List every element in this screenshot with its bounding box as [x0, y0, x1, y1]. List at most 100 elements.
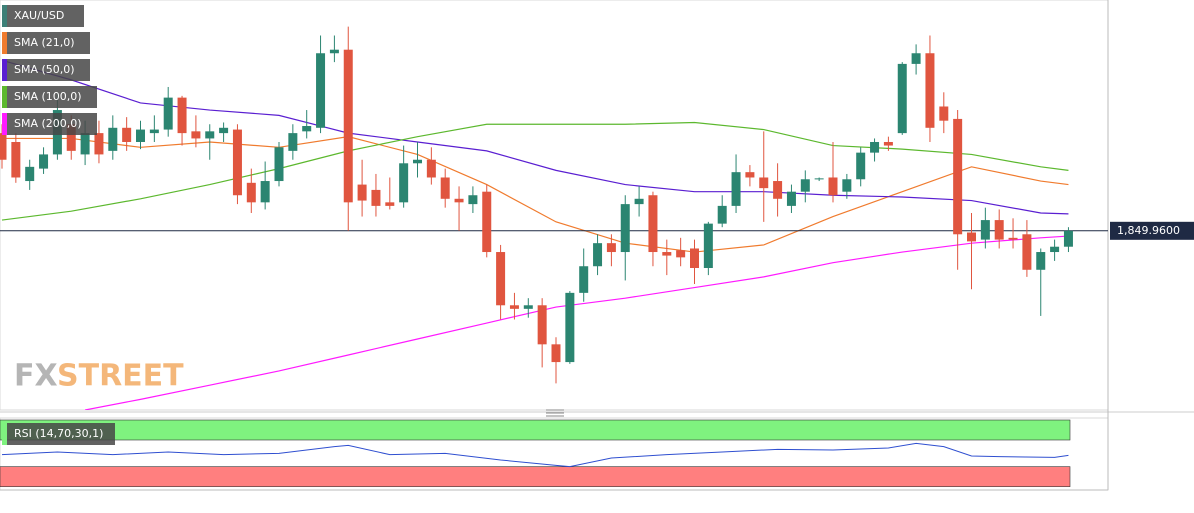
- candle-body: [496, 252, 506, 306]
- candle-body: [523, 305, 533, 309]
- candle-body: [842, 179, 852, 192]
- candle-body: [897, 63, 907, 134]
- legend-box[interactable]: [2, 59, 90, 81]
- legend-swatch: [2, 32, 7, 54]
- legend-swatch: [2, 86, 7, 108]
- candle-body: [537, 305, 547, 345]
- candle-body: [440, 177, 450, 199]
- candle-body: [911, 53, 921, 64]
- candle-body: [246, 182, 256, 203]
- candle-body: [191, 131, 201, 139]
- last-price-label: 1,849.9600: [1117, 224, 1180, 237]
- candle-body: [0, 133, 7, 160]
- sma-line: [1, 121, 1069, 221]
- candle-body: [579, 266, 589, 293]
- candle-body: [274, 147, 284, 182]
- legend-box[interactable]: [2, 113, 97, 135]
- rsi-band: [0, 466, 1071, 487]
- candle-body: [288, 133, 298, 151]
- legend-label: XAU/USD: [14, 9, 64, 22]
- candle-body: [703, 223, 713, 269]
- candle-body: [66, 124, 76, 151]
- candle-body: [939, 106, 949, 121]
- price-panel: [0, 0, 1109, 411]
- candle-body: [343, 49, 353, 203]
- candle-body: [1050, 246, 1060, 253]
- watermark-fx: FX: [14, 359, 58, 394]
- candle-body: [205, 131, 215, 139]
- legend-label: SMA (100,0): [14, 90, 82, 103]
- candle-body: [80, 133, 90, 155]
- candle-body: [773, 181, 783, 199]
- candle-body: [329, 49, 339, 54]
- candle-body: [814, 178, 824, 180]
- legend-box[interactable]: [2, 5, 84, 27]
- candle-body: [509, 305, 519, 309]
- candle-body: [1036, 252, 1046, 270]
- candle-body: [870, 141, 880, 153]
- watermark-street: STREET: [57, 359, 184, 394]
- candle-body: [1063, 230, 1073, 247]
- candle-body: [662, 252, 672, 256]
- candle-body: [468, 195, 478, 205]
- candle-body: [177, 97, 187, 134]
- candle-body: [967, 232, 976, 242]
- legend-box[interactable]: [2, 32, 90, 54]
- candle-body: [731, 172, 741, 206]
- candle-body: [163, 97, 173, 130]
- candle-body: [800, 179, 810, 192]
- candle-body: [648, 195, 658, 253]
- candle-body: [302, 126, 312, 132]
- candle-body: [745, 172, 755, 178]
- candle-body: [399, 163, 409, 203]
- candle-body: [565, 292, 575, 363]
- legend-label: RSI (14,70,30,1): [14, 427, 103, 440]
- candle-body: [676, 250, 686, 258]
- candle-body: [371, 189, 381, 206]
- candle-body: [122, 127, 132, 142]
- rsi-band: [0, 419, 1071, 441]
- candle-body: [149, 129, 159, 134]
- candle-body: [108, 127, 118, 151]
- candle-body: [454, 198, 464, 203]
- rsi-line: [1, 442, 1069, 468]
- legend-swatch: [2, 59, 7, 81]
- candle-body: [25, 166, 35, 182]
- divider-handle[interactable]: [546, 409, 564, 417]
- candle-body: [551, 344, 561, 363]
- candle-body: [759, 177, 769, 189]
- candle-body: [620, 204, 630, 253]
- legend-label: SMA (200,0): [14, 117, 82, 130]
- candle-body: [717, 205, 727, 224]
- candle-body: [856, 152, 866, 180]
- candle-body: [593, 243, 603, 267]
- legend-box[interactable]: [2, 86, 97, 108]
- candle-body: [980, 220, 990, 240]
- legend-swatch: [2, 423, 7, 445]
- watermark: FX STREET: [14, 359, 184, 394]
- sma-line: [1, 59, 1069, 215]
- candle-body: [260, 181, 270, 203]
- candle-body: [1022, 234, 1032, 270]
- candle-body: [316, 53, 326, 128]
- candle-body: [690, 248, 699, 269]
- candle-body: [883, 141, 893, 146]
- candle-body: [828, 177, 838, 196]
- candle-body: [94, 133, 104, 155]
- last-price-box: [1110, 221, 1194, 240]
- sma-line: [84, 235, 1069, 410]
- candle-body: [426, 159, 436, 178]
- legend-label: SMA (21,0): [14, 36, 75, 49]
- candle-body: [39, 154, 49, 169]
- candle-body: [953, 118, 963, 235]
- candle-body: [413, 159, 422, 164]
- candle-body: [925, 53, 935, 128]
- candle-body: [136, 129, 145, 142]
- legend-box[interactable]: [2, 423, 115, 445]
- candle-body: [786, 191, 796, 206]
- candle-body: [634, 198, 644, 205]
- candle-body: [1008, 237, 1018, 240]
- sma-line: [2, 136, 1069, 253]
- candle-body: [606, 243, 616, 253]
